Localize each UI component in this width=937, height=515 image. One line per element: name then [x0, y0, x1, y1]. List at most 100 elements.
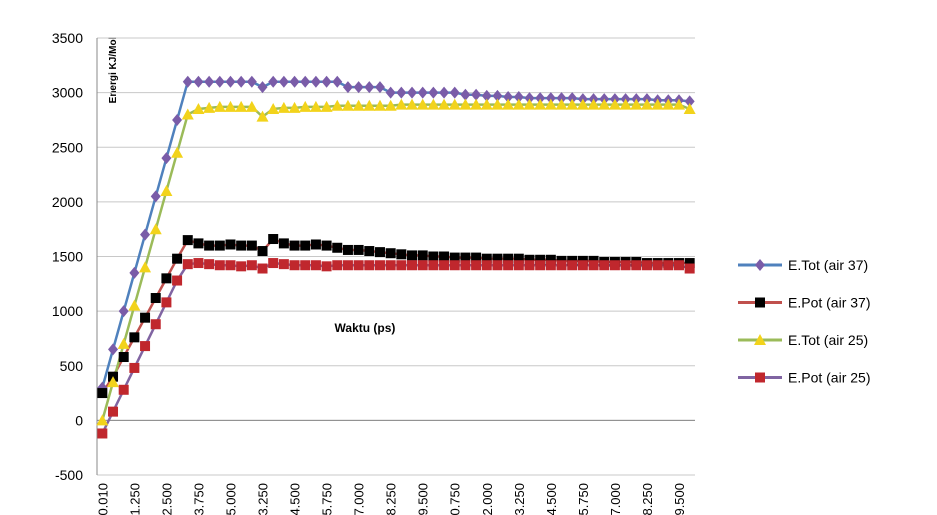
data-point [503, 260, 514, 271]
data-point [684, 258, 695, 269]
data-point [523, 98, 536, 110]
data-point [364, 260, 375, 271]
x-tick-label: 13.250 [512, 483, 527, 515]
data-point [246, 75, 257, 88]
data-point [673, 260, 684, 271]
data-point [459, 98, 472, 110]
data-point [460, 252, 471, 263]
data-point [439, 260, 450, 271]
data-point [384, 99, 397, 111]
data-point [332, 260, 343, 271]
x-tick-label: 7.000 [352, 483, 367, 515]
data-point [299, 100, 312, 112]
data-point [385, 260, 396, 271]
data-point [140, 228, 151, 241]
legend-marker [755, 297, 765, 308]
data-point [161, 297, 172, 308]
y-tick-label: 2500 [52, 139, 83, 155]
data-point [492, 253, 503, 264]
data-point [97, 388, 108, 399]
data-point [608, 98, 621, 110]
data-point [182, 235, 193, 246]
y-tick-label: 500 [60, 358, 84, 374]
x-tick-label: 19.500 [672, 483, 687, 515]
data-point [449, 260, 460, 271]
data-point [535, 260, 546, 271]
x-axis-label: Waktu (ps) [335, 321, 396, 335]
data-point [289, 240, 300, 251]
data-point [599, 260, 610, 271]
data-point [374, 81, 385, 94]
data-point [267, 103, 280, 115]
data-point [289, 260, 300, 271]
data-point [396, 260, 407, 271]
data-point [193, 238, 204, 249]
data-point [129, 266, 140, 279]
data-point [364, 81, 375, 94]
x-tick-label: 18.250 [640, 483, 655, 515]
data-point [620, 260, 631, 271]
data-point [235, 100, 248, 112]
data-point [567, 260, 578, 271]
data-point [96, 414, 109, 426]
data-point [332, 242, 343, 253]
data-point [214, 75, 225, 88]
data-point [204, 259, 215, 270]
legend-label: E.Pot (air 25) [788, 370, 870, 386]
data-point [225, 260, 236, 271]
data-point [214, 260, 225, 271]
x-tick-label: 9.500 [416, 483, 431, 515]
data-point [374, 260, 385, 271]
data-point [471, 88, 482, 101]
data-point [396, 86, 407, 99]
data-point [97, 428, 108, 439]
data-point [118, 352, 129, 363]
data-point [246, 240, 257, 251]
data-point [321, 240, 332, 251]
data-point [246, 260, 257, 271]
data-point [181, 108, 194, 120]
data-point [630, 98, 643, 110]
data-point [182, 75, 193, 88]
data-point [684, 263, 695, 274]
x-tick-label: 10.750 [448, 483, 463, 515]
data-point [460, 88, 471, 101]
data-point [556, 92, 567, 105]
data-point [300, 260, 311, 271]
y-axis-label: Energi KJ/Mol [108, 36, 119, 103]
data-point [439, 251, 450, 262]
data-point [545, 254, 556, 265]
data-point [407, 86, 418, 99]
series-line [101, 261, 691, 435]
data-point [492, 89, 503, 102]
data-point [535, 254, 546, 265]
data-point [396, 249, 407, 260]
data-point [140, 341, 151, 352]
data-point [320, 100, 333, 112]
data-point [684, 95, 695, 108]
y-tick-label: 0 [75, 412, 83, 428]
x-tick-label: 0.010 [95, 483, 110, 515]
data-point [310, 239, 321, 250]
data-point [417, 250, 428, 261]
data-point [277, 101, 290, 113]
data-point [310, 75, 321, 88]
data-point [374, 247, 385, 258]
data-point [641, 260, 652, 271]
data-point [309, 100, 322, 112]
data-point [407, 260, 418, 271]
data-point [117, 337, 130, 349]
data-point [172, 275, 183, 286]
data-point [171, 146, 184, 158]
data-point [513, 90, 524, 103]
data-point [481, 260, 492, 271]
data-point [470, 98, 483, 110]
data-point [192, 103, 205, 115]
data-point [300, 75, 311, 88]
data-point [236, 240, 247, 251]
y-tick-label: 3000 [52, 85, 83, 101]
data-point [576, 98, 589, 110]
data-point [417, 86, 428, 99]
y-tick-label: 1500 [52, 249, 83, 265]
legend-marker [755, 372, 765, 383]
